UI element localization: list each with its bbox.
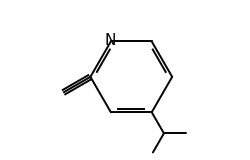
Text: N: N [104,33,116,48]
